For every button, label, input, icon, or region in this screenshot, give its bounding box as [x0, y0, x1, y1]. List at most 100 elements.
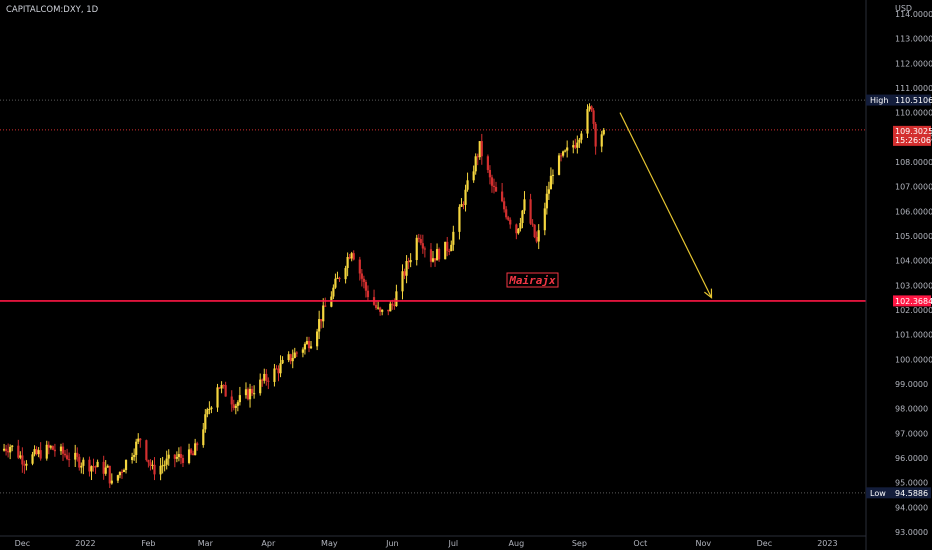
candle	[476, 153, 479, 166]
price-tick-label: 99.0000	[895, 380, 928, 389]
candle	[289, 353, 292, 365]
candle	[122, 468, 126, 473]
candle	[151, 460, 154, 470]
candle-body	[574, 145, 577, 148]
candle	[600, 130, 603, 153]
candle	[507, 215, 510, 222]
watermark-box: Mairajx	[506, 272, 559, 288]
candle-body	[419, 239, 422, 244]
low-tag-label: Low	[870, 489, 886, 498]
candle	[222, 384, 225, 389]
candle-body	[551, 174, 555, 176]
candle	[281, 356, 284, 365]
price-tick-label: 97.0000	[895, 429, 928, 438]
price-tick-label: 110.0000	[895, 109, 932, 118]
candle	[74, 444, 77, 468]
candle-body	[523, 199, 526, 211]
candle-body	[444, 241, 447, 260]
time-tick-label: Nov	[696, 539, 712, 548]
candle-body	[295, 352, 298, 354]
candle	[566, 140, 569, 158]
candle-body	[61, 446, 65, 454]
candle-body	[222, 385, 225, 387]
candle	[39, 442, 42, 461]
candle-body	[547, 189, 550, 194]
candle-body	[505, 209, 508, 218]
candle	[462, 201, 465, 210]
candle-body	[265, 373, 268, 381]
candle	[208, 401, 211, 415]
candle-body	[234, 405, 237, 408]
candle	[519, 217, 522, 232]
low-tag: Low 94.5886	[866, 487, 931, 499]
candle	[187, 443, 191, 465]
candle-body	[472, 171, 475, 181]
time-tick-label: Feb	[141, 539, 155, 548]
candle	[486, 154, 489, 173]
candle-body	[519, 222, 522, 229]
candle	[450, 240, 453, 252]
candle-body	[448, 250, 451, 252]
candle	[322, 298, 325, 328]
candle-body	[509, 219, 512, 225]
candle-body	[293, 352, 296, 358]
candle-body	[45, 444, 48, 459]
candle-body	[533, 224, 536, 238]
candle-body	[590, 106, 593, 111]
time-tick-label: Jul	[448, 539, 459, 548]
candle	[517, 228, 520, 235]
candle-body	[59, 446, 63, 452]
time-tick-label: Dec	[757, 539, 772, 548]
candle	[273, 363, 276, 387]
candle-body	[53, 449, 56, 452]
low-tag-label-bg	[866, 487, 894, 499]
candle-body	[490, 177, 494, 186]
candle-body	[244, 389, 248, 396]
candle-body	[267, 380, 270, 382]
candle-body	[135, 441, 138, 455]
candle-body	[137, 438, 140, 442]
candle	[202, 422, 205, 448]
candle-body	[232, 404, 235, 408]
candle	[80, 462, 83, 474]
candle-body	[466, 180, 469, 190]
candle-body	[348, 257, 351, 259]
candle	[25, 460, 28, 471]
candle-body	[503, 201, 506, 210]
candle	[145, 439, 148, 462]
candle-body	[529, 199, 532, 224]
candle	[102, 455, 105, 480]
last-price-value: 109.3025	[895, 127, 932, 136]
candle	[59, 443, 63, 455]
candle	[192, 450, 195, 456]
candle-body	[564, 150, 567, 152]
candle	[159, 458, 162, 481]
candle-body	[179, 454, 183, 458]
candle	[320, 319, 323, 329]
candle-body	[261, 379, 264, 381]
candle-body	[301, 349, 304, 353]
candle-body	[181, 457, 185, 463]
candle-body	[35, 449, 38, 455]
candle-body	[578, 139, 581, 143]
candle-body	[74, 452, 77, 460]
candle-body	[236, 402, 239, 406]
candle-body	[557, 155, 561, 175]
candle-body	[163, 464, 166, 466]
candle	[104, 460, 107, 476]
price-tick-label: 113.0000	[895, 35, 932, 44]
candle-body	[39, 450, 42, 459]
candle-body	[435, 249, 439, 261]
candle	[118, 471, 122, 479]
candle	[472, 165, 475, 183]
candle-body	[49, 446, 52, 448]
candle-body	[507, 217, 510, 220]
candle	[529, 193, 532, 225]
candle	[545, 185, 548, 215]
candle-body	[543, 208, 546, 231]
candle	[405, 255, 408, 284]
candle-body	[303, 344, 307, 350]
candle	[419, 234, 422, 246]
